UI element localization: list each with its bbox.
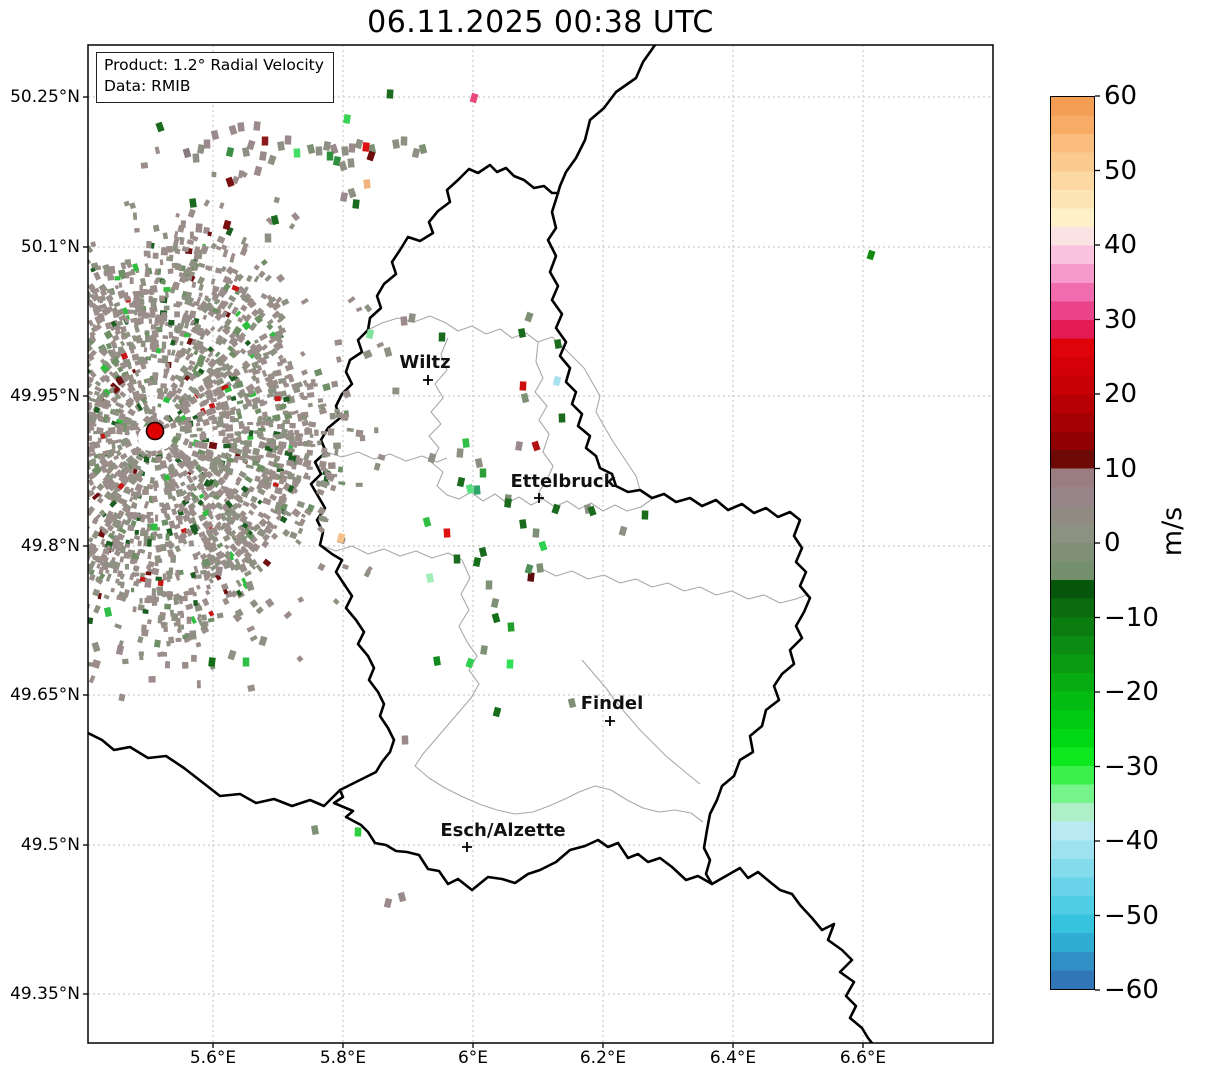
lon-tick-label: 6.6°E [839,1048,887,1068]
city-plus-marker [423,375,433,385]
radar-ground-clutter [88,146,400,702]
colorbar-tick-label: 20 [1104,379,1138,409]
border-belgium-germany [556,45,657,195]
border-france-germany [710,866,874,1043]
product-line: Product: 1.2° Radial Velocity [104,56,324,74]
colorbar-tick-label: 60 [1104,81,1138,111]
radar-location-dot [145,421,165,441]
city-label: Esch/Alzette [440,820,565,841]
velocity-colorbar [1050,96,1095,990]
map-frame [87,44,994,1044]
lat-tick-label: 49.8°N [20,536,80,556]
border-luxembourg [309,163,812,892]
lon-tick-label: 6.2°E [579,1048,627,1068]
border-belgium-france [88,731,342,808]
city-plus-marker [605,716,615,726]
lat-tick-label: 50.25°N [10,87,80,107]
data-source-line: Data: RMIB [104,77,191,96]
colorbar-tick-label: −10 [1104,602,1159,633]
canton-boundaries [319,315,807,823]
radar-echo-pixels [91,82,876,909]
city-label: Wiltz [399,352,450,373]
lon-tick-label: 5.6°E [189,1048,237,1068]
lat-tick-label: 49.35°N [10,984,80,1004]
lon-tick-label: 6°E [457,1048,489,1068]
city-label: Findel [581,693,644,714]
axis-tick-marks [83,96,864,1048]
colorbar-tick-label: 40 [1104,230,1138,260]
colorbar-tick-label: 10 [1104,453,1138,484]
colorbar-tick-label: −50 [1104,900,1159,931]
city-markers: Wiltz Ettelbruck Findel Esch/Alzette [399,352,643,852]
country-borders [88,45,874,1043]
lat-tick-label: 49.5°N [20,835,80,855]
colorbar-tick-label: 50 [1104,155,1138,186]
colorbar-tick-label: −60 [1104,975,1159,1005]
colorbar-tick-label: −20 [1104,677,1159,707]
colorbar-tick-marks [1095,95,1100,991]
product-info-box: Product: 1.2° Radial Velocity Data: RMIB [96,52,334,103]
city-plus-marker [534,493,544,503]
lon-tick-label: 6.4°E [709,1048,757,1068]
colorbar-tick-label: −40 [1104,826,1159,856]
colorbar-tick-label: −30 [1104,751,1159,782]
lon-tick-label: 5.8°E [319,1048,367,1068]
lat-tick-label: 49.65°N [10,685,80,705]
colorbar-tick-label: 30 [1104,304,1138,335]
colorbar-tick-label: 0 [1104,528,1121,558]
lat-tick-label: 49.95°N [10,386,80,406]
lat-tick-label: 50.1°N [20,237,80,257]
radar-site-marker [138,421,170,451]
city-label: Ettelbruck [510,471,616,492]
city-plus-marker [462,842,472,852]
figure-title: 06.11.2025 00:38 UTC [367,5,714,40]
